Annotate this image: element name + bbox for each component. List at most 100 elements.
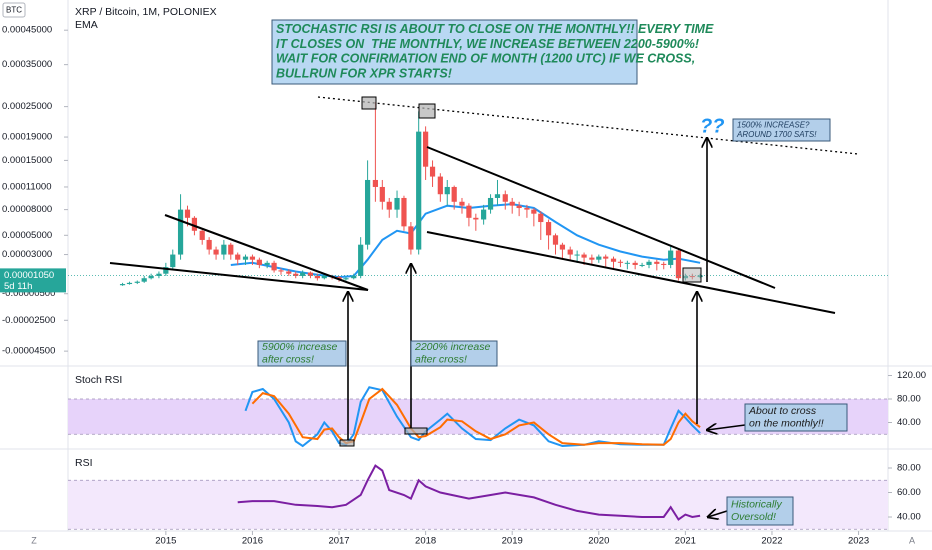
annotation-text: Historically (731, 499, 783, 511)
candle-body (538, 213, 544, 223)
candle-body (545, 222, 552, 236)
annotation-text: 1500% INCREASE? (737, 120, 810, 129)
candle-body (358, 244, 364, 276)
annotation-text: Oversold! (731, 511, 776, 523)
highlight-box (361, 96, 377, 110)
x-tick-label: 2020 (588, 536, 609, 547)
pane-title: Stoch RSI (75, 374, 122, 386)
wedge-line (426, 231, 836, 314)
candle-body (242, 256, 249, 260)
candle-body (148, 275, 154, 279)
x-tick-label: 2018 (415, 536, 436, 547)
candle-body (228, 244, 234, 255)
annotation-box (410, 340, 498, 367)
candle-body (300, 272, 306, 276)
annotation-box (744, 403, 848, 432)
candle-body (119, 284, 126, 286)
candle-body (184, 209, 191, 218)
highlight-box (404, 427, 428, 435)
annotation-text: after cross! (262, 353, 314, 365)
candle-body (199, 230, 205, 240)
candle-body (170, 254, 176, 268)
annotation-box (257, 340, 347, 367)
candle-body (372, 179, 378, 187)
x-tick-label: 2015 (155, 536, 176, 547)
candle-body (481, 209, 487, 220)
highlight-box (682, 267, 702, 283)
candle-body (632, 262, 638, 265)
annotation-text: after cross! (415, 353, 467, 365)
y-tick-label: 0.00025000 (2, 101, 52, 112)
candle-body (509, 201, 515, 206)
y-tick-label: -0.00004500 (2, 346, 55, 357)
candle-body (473, 217, 479, 220)
annotation-box (732, 118, 831, 142)
candle-body (351, 275, 357, 279)
candle-body (386, 201, 392, 210)
y-tick-label: 0.00005000 (2, 230, 52, 241)
candle-body (567, 249, 573, 255)
annotation-text: 2200% increase (414, 341, 490, 353)
candle-body (221, 244, 227, 255)
annotation-text: STOCHASTIC RSI IS ABOUT TO CLOSE ON THE … (276, 22, 714, 36)
candle-body (675, 250, 682, 279)
candle-body (156, 273, 162, 276)
y-tick-label: 0.00011000 (2, 181, 52, 192)
last-price-countdown: 5d 11h (4, 281, 32, 292)
annotation-box (726, 496, 794, 526)
candle-body (271, 262, 277, 271)
annotation-text: BULLRUN FOR XPR STARTS! (276, 66, 452, 80)
x-tick-label: 2023 (848, 536, 869, 547)
candle-body (379, 186, 385, 202)
candle-body (581, 254, 587, 258)
x-tick-label: 2019 (502, 536, 523, 547)
candle-body (574, 254, 580, 256)
symbol-badge-box[interactable] (2, 2, 26, 18)
candle-body (394, 197, 400, 210)
annotation-text: IT CLOSES ON THE MONTHLY, WE INCREASE BE… (276, 37, 699, 51)
candle-body (646, 261, 652, 265)
x-tick-label: 2017 (328, 536, 349, 547)
candle-body (668, 250, 674, 265)
highlight-box (339, 439, 355, 447)
x-tick-label: 2016 (242, 536, 263, 547)
y-tick-label: 40.00 (897, 512, 921, 523)
pane-title: RSI (75, 457, 93, 469)
candle-body (401, 197, 407, 227)
drawings (109, 96, 859, 517)
y-tick-label: 0.00019000 (2, 132, 52, 143)
candle-body (343, 278, 349, 280)
candle-body (603, 256, 609, 259)
candle-body (437, 176, 443, 195)
candle-body (278, 270, 284, 272)
x-tick-label: 2021 (675, 536, 696, 547)
wedge-line (164, 214, 369, 291)
candle-body (661, 263, 667, 265)
candle-body (235, 254, 241, 260)
candle-body (249, 256, 256, 260)
scale-button[interactable]: A (909, 535, 915, 545)
candle-body (639, 264, 645, 266)
y-tick-label: 0.00008000 (2, 204, 52, 215)
candle-body (307, 272, 314, 276)
symbol-badge[interactable]: BTC (6, 6, 22, 15)
y-tick-label: 0.00003000 (2, 249, 52, 260)
candle-body (487, 197, 494, 210)
candle-body (191, 217, 198, 231)
candle-body (516, 205, 522, 209)
x-tick-label: 2022 (761, 536, 782, 547)
chart-header: XRP / Bitcoin, 1M, POLONIEX (75, 6, 217, 18)
candle-body (408, 226, 414, 250)
candle-body (134, 281, 140, 283)
candle-body (596, 256, 602, 260)
candle-body (617, 261, 624, 263)
scale-button[interactable]: Z (31, 535, 37, 545)
annotation-text: About to cross (748, 405, 817, 417)
indicator-line (237, 464, 701, 521)
candle-body (552, 235, 559, 245)
candle-body (459, 201, 465, 206)
annotation-text: AROUND 1700 SATS! (736, 130, 817, 139)
wedge-line (109, 262, 369, 291)
candle-body (416, 131, 422, 250)
